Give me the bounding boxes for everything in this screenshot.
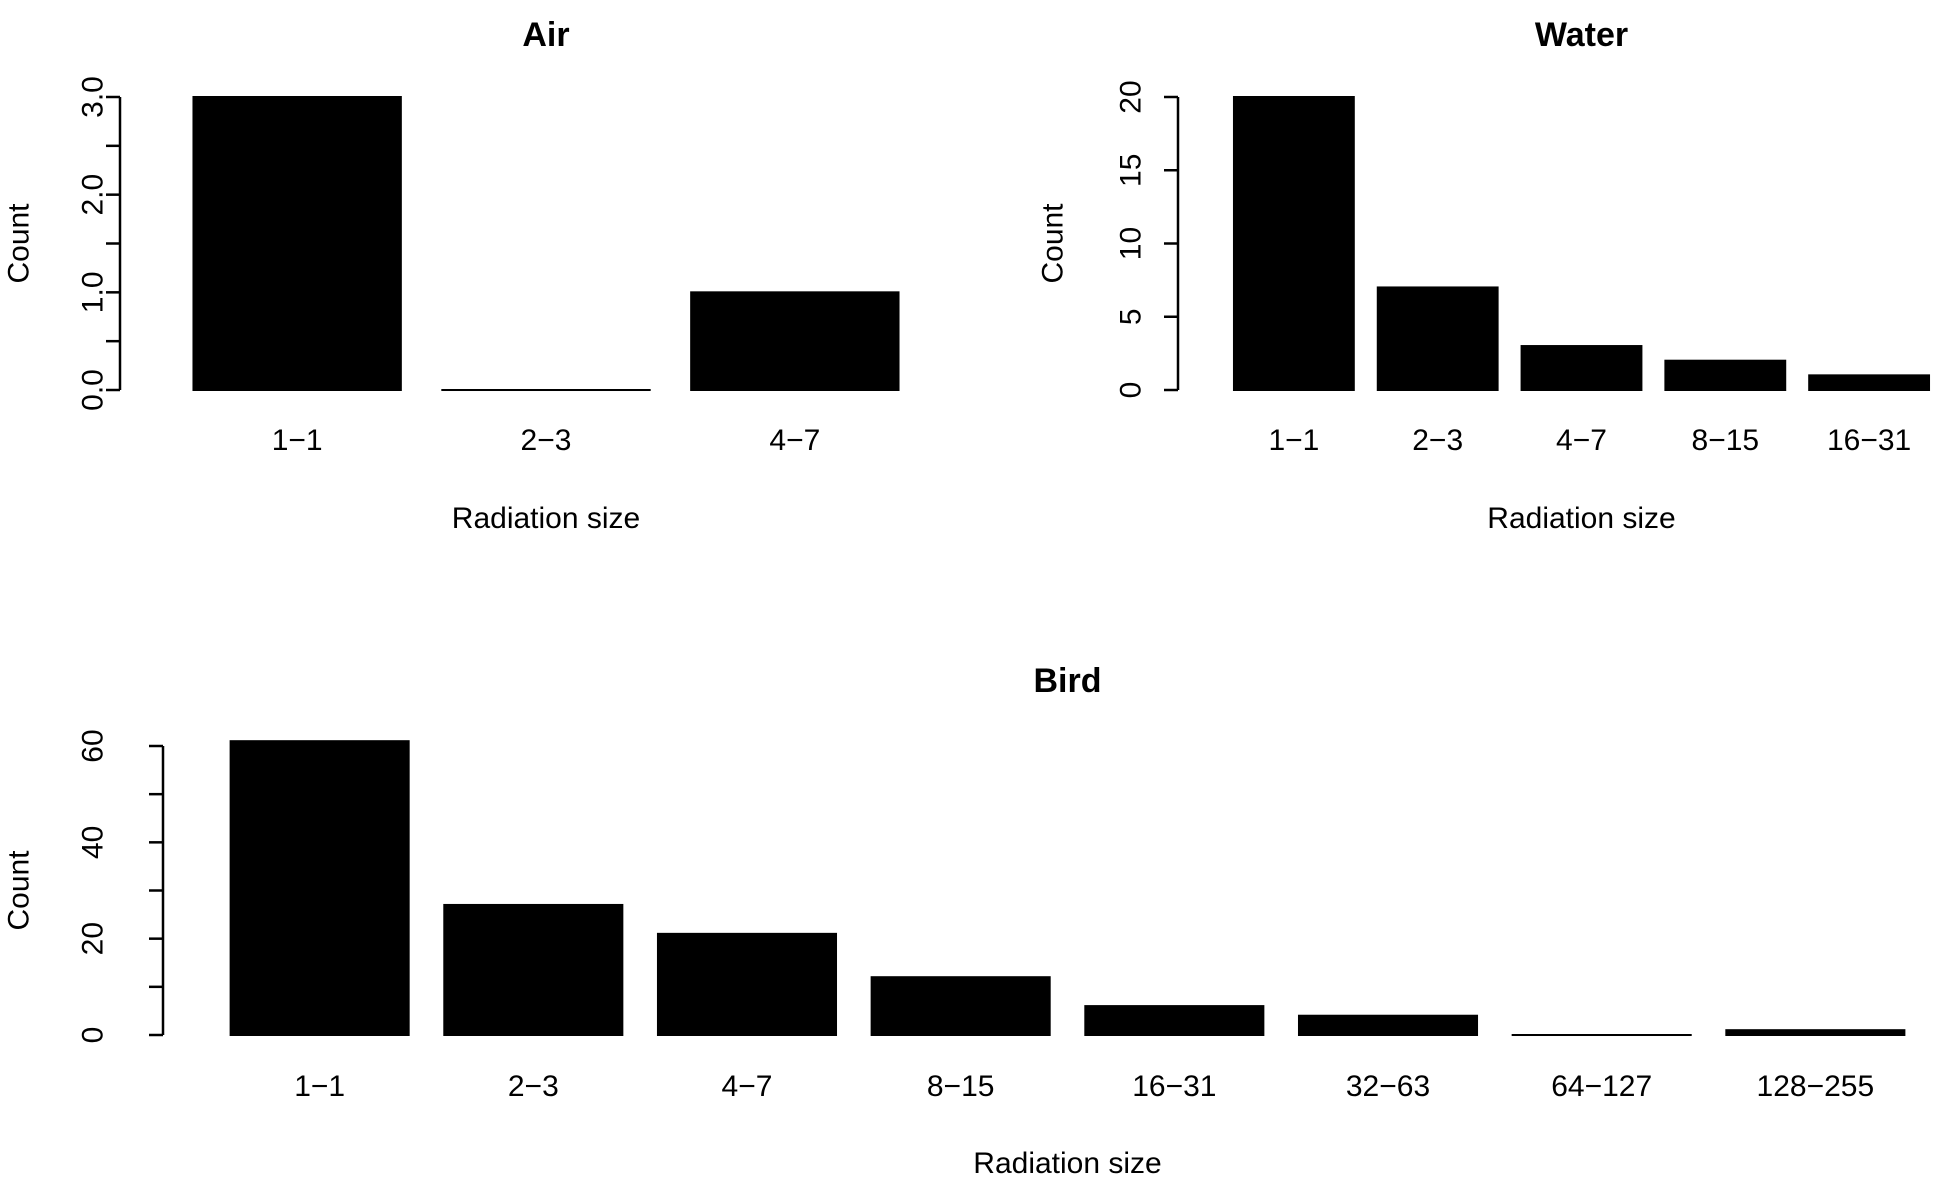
panel-water: Water 0 5 10 15 20 Count 1−1 2−3 4−7 8−15 16−31 Radi… [1037,16,1931,535]
chart2-ytick-label-0: 0 [77,1027,110,1044]
chart1-ylabel: Count [1037,203,1070,284]
chart2-bar-8-15 [870,976,1051,1037]
chart2-xlabel: Radiation size [973,1147,1161,1180]
chart1-bar-1-1 [1232,96,1355,391]
chart1-ytick-label-0: 0 [1115,382,1148,399]
chart2-xtick-label-64-127: 64−127 [1551,1070,1652,1103]
chart2-xtick-label-4-7: 4−7 [722,1070,773,1103]
chart1-ytick-label-5: 5 [1115,308,1148,325]
panel-air: Air 0.0 1.0 2.0 3.0 Count 1−1 2−3 4−7 Radiation s… [3,16,900,535]
chart1-xtick-label-1-1: 1−1 [1268,424,1319,457]
chart2-bar-16-31 [1084,1005,1265,1036]
chart2-xtick-label-1-1: 1−1 [294,1070,345,1103]
chart0-bar-4-7 [690,291,900,392]
chart1-xtick-label-4-7: 4−7 [1556,424,1607,457]
chart0-ytick-label-1-0: 1.0 [77,271,110,313]
chart0-ytick-label-2-0: 2.0 [77,174,110,216]
chart2-bar-128-255 [1725,1029,1906,1037]
chart1-xlabel: Radiation size [1487,502,1675,535]
chart2-xtick-label-16-31: 16−31 [1132,1070,1216,1103]
chart1-xtick-label-8-15: 8−15 [1692,424,1760,457]
chart1-xtick-label-16-31: 16−31 [1827,424,1911,457]
chart1-ytick-label-20: 20 [1115,80,1148,113]
chart2-xtick-label-32-63: 32−63 [1346,1070,1430,1103]
chart2-ytick-label-40: 40 [77,826,110,859]
chart2-ytick-label-60: 60 [77,729,110,762]
chart1-bar-8-15 [1664,359,1787,392]
chart0-xtick-label-2-3: 2−3 [521,424,572,457]
chart1-xtick-label-2-3: 2−3 [1412,424,1463,457]
chart0-title: Air [522,16,569,54]
chart2-ylabel: Count [3,850,36,931]
chart0-xlabel: Radiation size [452,502,640,535]
chart2-xtick-label-8-15: 8−15 [927,1070,995,1103]
chart1-bar-16-31 [1808,374,1931,392]
chart2-bar-4-7 [656,932,838,1036]
panel-bird: Bird 0 20 40 60 Count 1−1 2−3 4−7 8−15 16−31 32−63 6… [3,662,1906,1180]
chart2-xtick-label-128-255: 128−255 [1757,1070,1875,1103]
chart0-xtick-label-1-1: 1−1 [272,424,323,457]
chart0-ylabel: Count [3,203,36,284]
chart2-ytick-label-20: 20 [77,922,110,955]
chart1-title: Water [1535,16,1628,54]
chart0-ytick-label-3-0: 3.0 [77,76,110,118]
chart1-ytick-label-15: 15 [1115,154,1148,187]
chart0-ytick-label-0-0: 0.0 [77,369,110,411]
chart0-bar-1-1 [192,96,402,391]
chart2-xtick-label-2-3: 2−3 [508,1070,559,1103]
chart2-bar-2-3 [443,903,624,1037]
chart2-title: Bird [1034,662,1102,700]
chart1-ytick-label-10: 10 [1115,227,1148,260]
chart1-bar-2-3 [1376,286,1499,392]
chart0-xtick-label-4-7: 4−7 [769,424,820,457]
chart1-bar-4-7 [1520,345,1643,391]
chart2-bar-32-63 [1297,1014,1479,1037]
chart2-bar-1-1 [229,740,410,1037]
